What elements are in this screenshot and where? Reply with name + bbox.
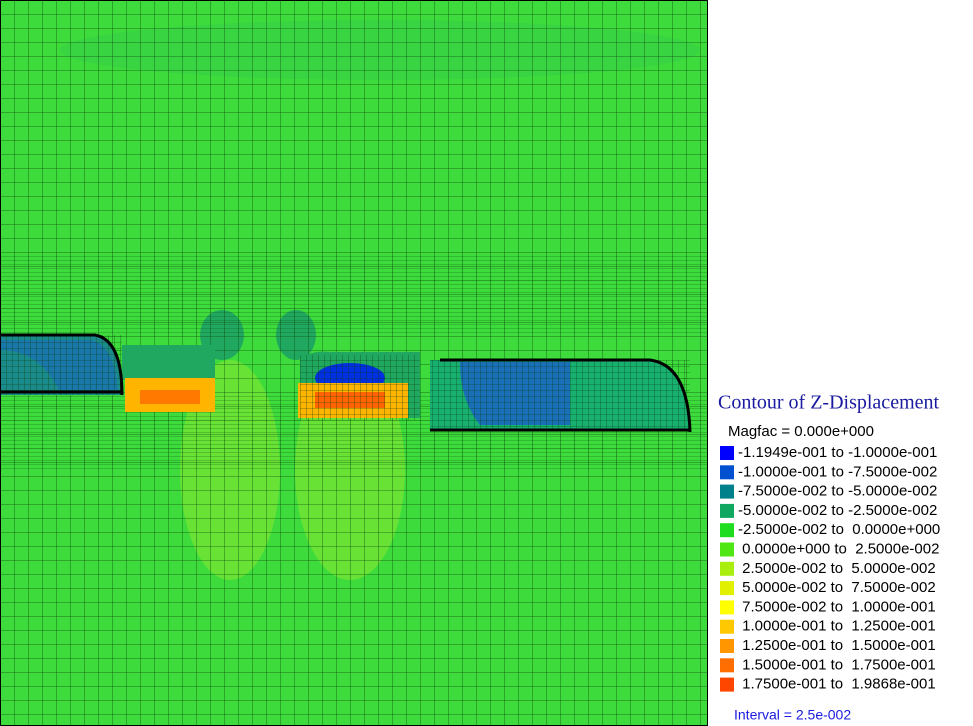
legend-label: 5.0000e-002 to 7.5000e-002 <box>738 579 936 596</box>
viewport: Contour of Z-Displacement Magfac = 0.000… <box>0 0 973 726</box>
legend-label: -2.5000e-002 to 0.0000e+000 <box>738 521 940 538</box>
legend-magfac: Magfac = 0.000e+000 <box>728 423 874 440</box>
screenshot: Contour of Z-Displacement Magfac = 0.000… <box>0 0 973 726</box>
legend-swatch <box>720 504 734 518</box>
legend-swatch <box>720 543 734 557</box>
legend-label: 1.2500e-001 to 1.5000e-001 <box>738 637 936 654</box>
legend-swatch <box>720 620 734 634</box>
legend-interval: Interval = 2.5e-002 <box>734 707 851 723</box>
legend-swatch <box>720 446 734 460</box>
legend-swatch <box>720 465 734 479</box>
legend-label: -5.0000e-002 to -2.5000e-002 <box>738 502 937 519</box>
legend-swatch <box>720 562 734 576</box>
legend-swatch <box>720 658 734 672</box>
legend-title: Contour of Z-Displacement <box>718 392 939 414</box>
model-render <box>0 0 708 726</box>
legend-label: 2.5000e-002 to 5.0000e-002 <box>738 560 936 577</box>
legend-label: 1.5000e-001 to 1.7500e-001 <box>738 656 936 673</box>
legend-swatch <box>720 600 734 614</box>
legend-label: -1.0000e-001 to -7.5000e-002 <box>738 463 937 480</box>
legend-label: 1.7500e-001 to 1.9868e-001 <box>738 676 936 693</box>
legend-label: -7.5000e-002 to -5.0000e-002 <box>738 483 937 500</box>
legend-label: 1.0000e-001 to 1.2500e-001 <box>738 618 936 635</box>
legend-label: 0.0000e+000 to 2.5000e-002 <box>738 540 939 557</box>
legend-swatch <box>720 639 734 653</box>
legend-label: 7.5000e-002 to 1.0000e-001 <box>738 598 936 615</box>
legend-swatch <box>720 523 734 537</box>
legend-swatch <box>720 485 734 499</box>
legend-swatch <box>720 678 734 692</box>
legend-label: -1.1949e-001 to -1.0000e-001 <box>738 444 937 461</box>
legend-swatch <box>720 581 734 595</box>
